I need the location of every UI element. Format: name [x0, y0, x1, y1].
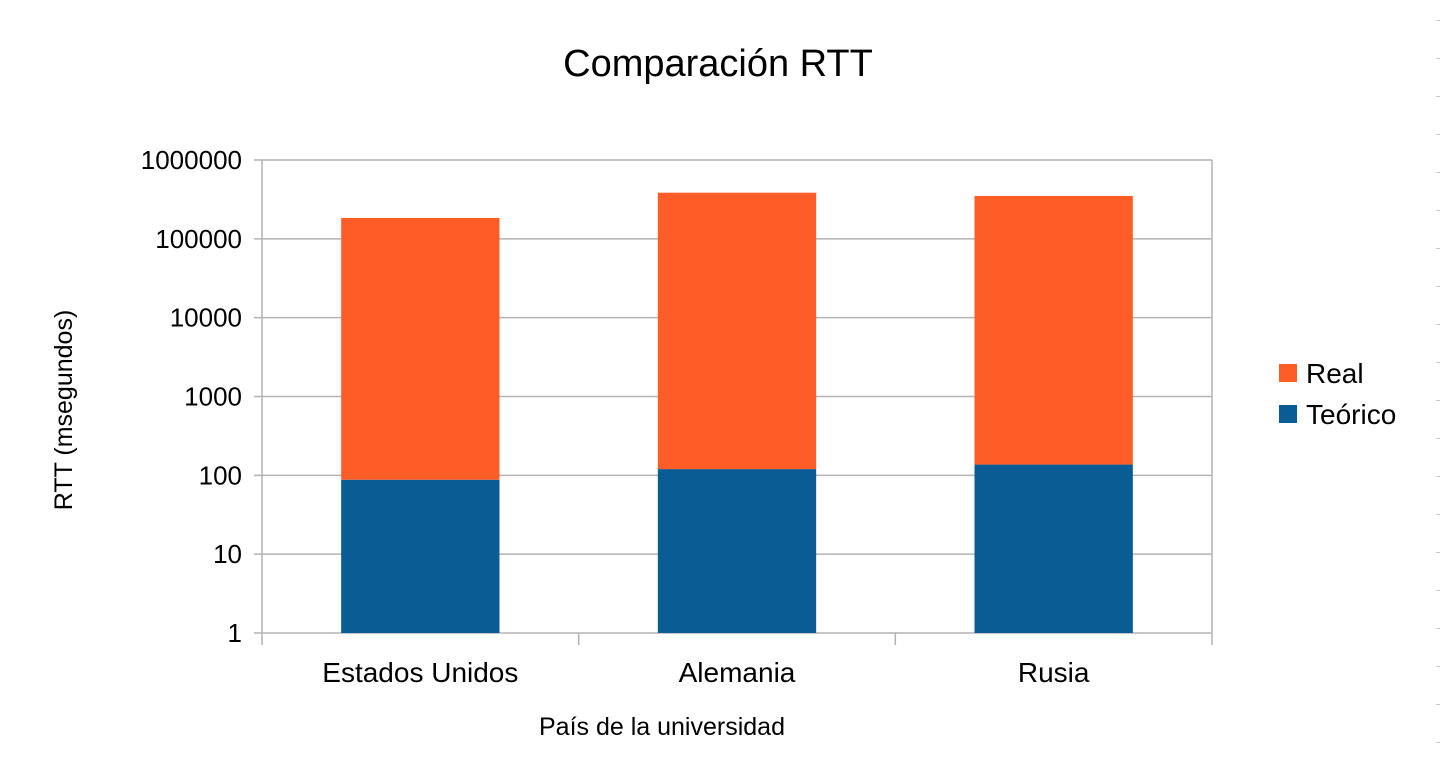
x-tick-label: Alemania: [679, 657, 796, 688]
bar-real-estados-unidos: [341, 217, 500, 480]
x-tick-label: Rusia: [1018, 657, 1090, 688]
edge-dash: [1436, 552, 1440, 553]
legend-swatch-teorico: [1279, 405, 1297, 423]
bar-teorico-alemania: [657, 469, 817, 633]
y-tick-label: 10000: [170, 303, 242, 333]
edge-dash: [1436, 210, 1440, 211]
axes: [261, 160, 1213, 645]
bar-teorico-estados-unidos: [341, 479, 500, 633]
y-axis-title: RTT (msegundos): [50, 310, 78, 511]
edge-dash: [1436, 704, 1440, 705]
edge-dash: [1436, 286, 1440, 287]
edge-dash: [1436, 666, 1440, 667]
y-tick-label: 1: [228, 618, 242, 648]
bar-real-alemania: [657, 192, 817, 470]
edge-dash: [1436, 476, 1440, 477]
y-tick-label: 1000: [184, 382, 242, 412]
y-tick-label: 100: [199, 460, 242, 490]
edge-dash: [1436, 172, 1440, 173]
edge-dash: [1436, 514, 1440, 515]
edge-dash: [1436, 96, 1440, 97]
legend-swatch-real: [1279, 364, 1297, 382]
bars: [341, 192, 1133, 633]
legend: Real Teórico: [1279, 358, 1396, 430]
legend-label: Real: [1306, 358, 1364, 389]
edge-dash: [1436, 20, 1440, 21]
edge-dash: [1436, 324, 1440, 325]
chart-title: Comparación RTT: [563, 43, 873, 85]
edge-dash: [1436, 742, 1440, 743]
x-axis-title: País de la universidad: [539, 713, 785, 741]
edge-dash: [1436, 590, 1440, 591]
x-tick-label: Estados Unidos: [322, 657, 518, 688]
edge-dash: [1436, 248, 1440, 249]
axis-labels: 1 10 100 1000 10000 100000 1000000 Estados Unid…: [141, 145, 1090, 688]
legend-label: Teórico: [1306, 399, 1396, 430]
edge-dash: [1436, 438, 1440, 439]
y-tick-label: 1000000: [141, 145, 242, 175]
y-tick-label: 100000: [155, 224, 242, 254]
edge-dash: [1436, 362, 1440, 363]
edge-dash: [1436, 628, 1440, 629]
bar-teorico-rusia: [974, 464, 1133, 633]
edge-dash: [1436, 134, 1440, 135]
edge-dash: [1436, 58, 1440, 59]
y-tick-label: 10: [213, 539, 242, 569]
bar-real-rusia: [974, 195, 1133, 465]
edge-dash: [1436, 400, 1440, 401]
